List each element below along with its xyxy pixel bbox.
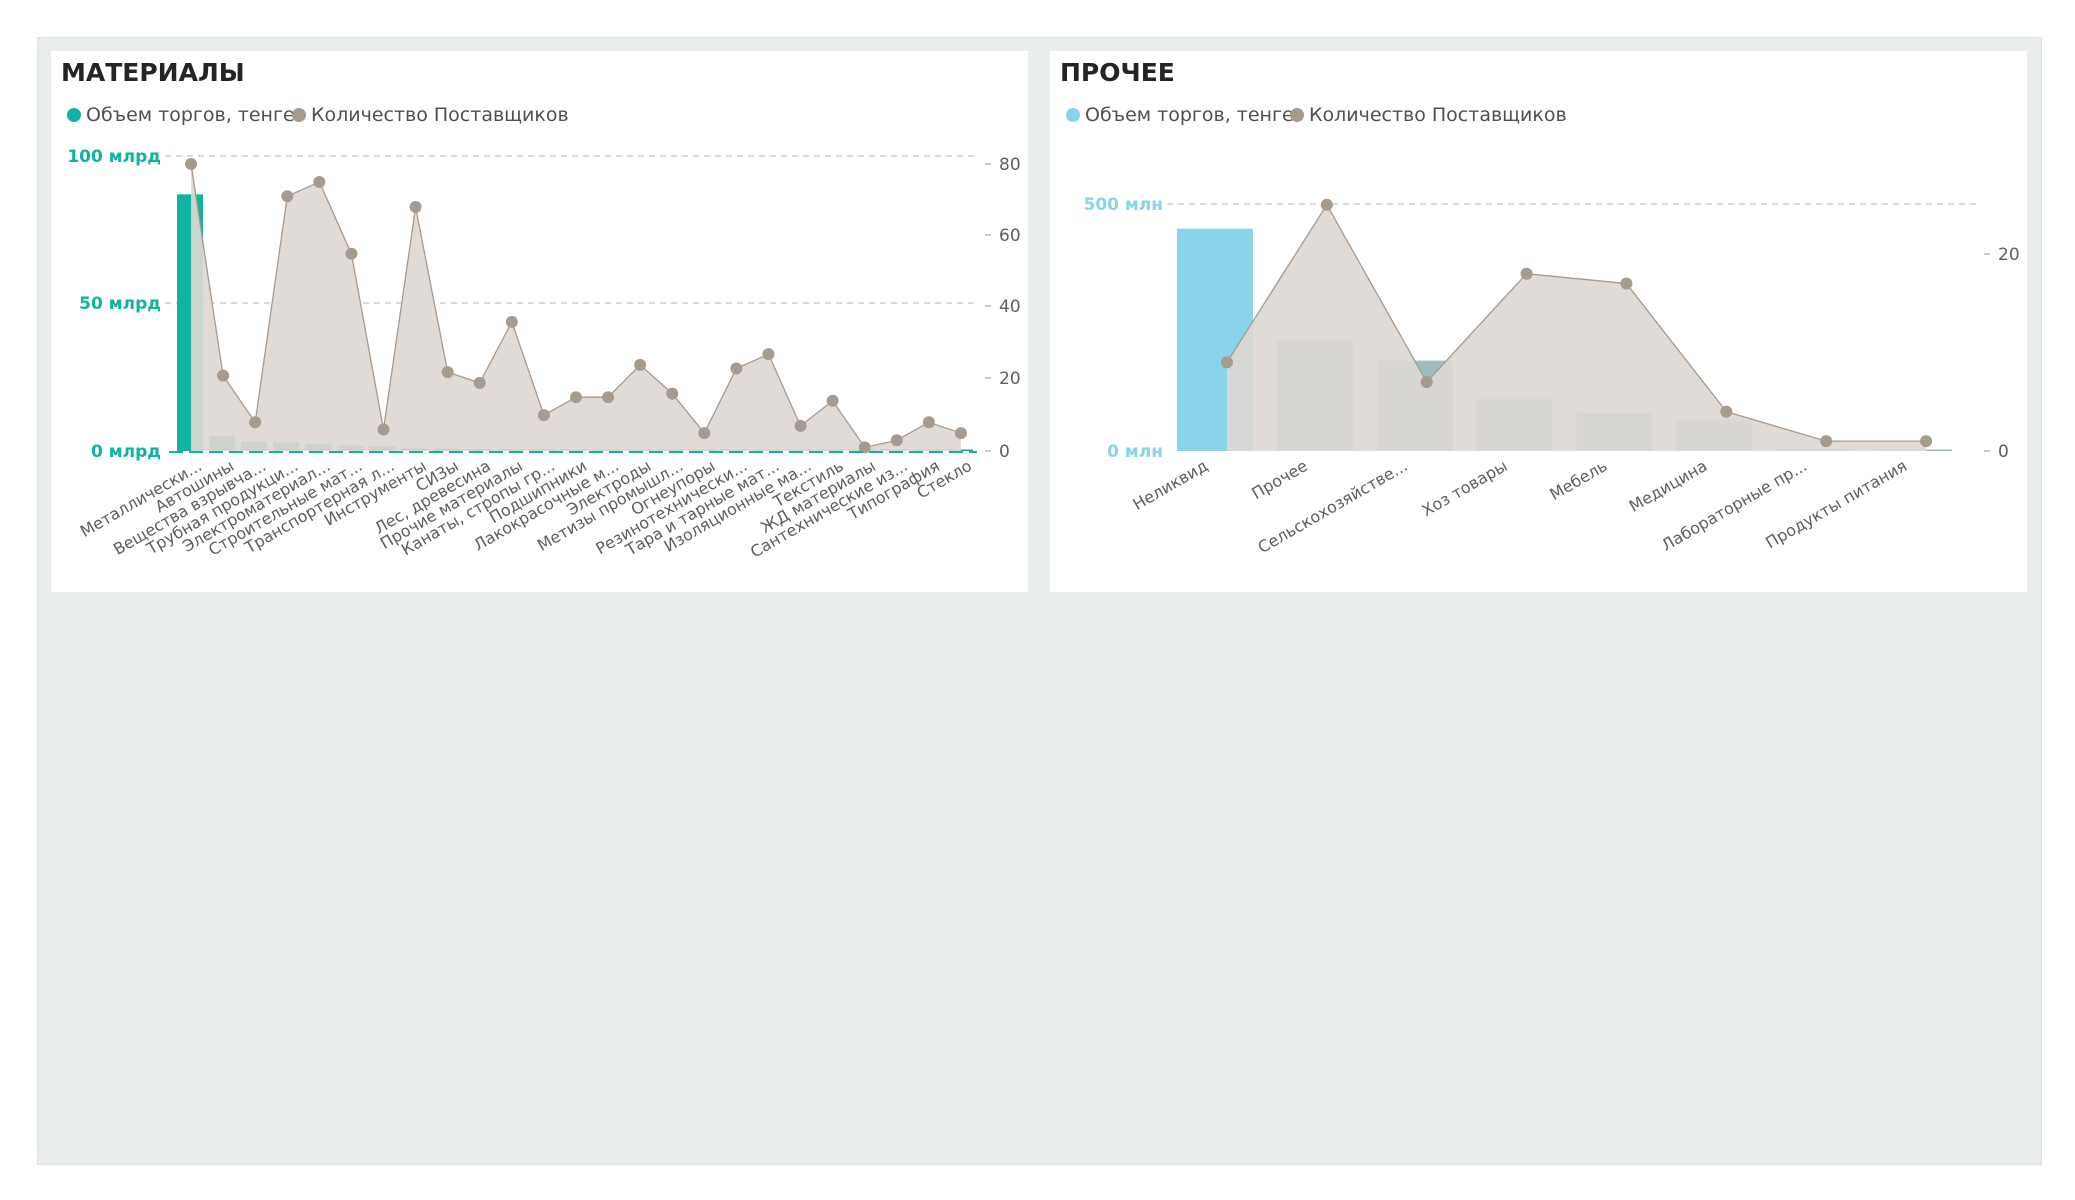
other-chart-title: ПРОЧЕЕ <box>1060 58 1175 87</box>
other-supplier-point-3[interactable] <box>1520 267 1533 280</box>
materials-chart-title: МАТЕРИАЛЫ <box>61 58 245 87</box>
materials-supplier-point-7[interactable] <box>409 201 422 214</box>
materials-supplier-point-9[interactable] <box>473 376 486 389</box>
other-legend-marker-0 <box>1066 108 1080 122</box>
other-supplier-area <box>1226 204 1927 451</box>
other-right-tick: 20 <box>1998 245 2020 265</box>
materials-supplier-point-19[interactable] <box>794 419 807 432</box>
materials-supplier-point-22[interactable] <box>890 434 903 447</box>
materials-right-tick: 60 <box>999 226 1021 246</box>
materials-supplier-point-6[interactable] <box>377 423 390 436</box>
other-category-label-3: Хоз товары <box>1418 456 1510 520</box>
other-supplier-point-0[interactable] <box>1220 356 1233 369</box>
materials-left-tick: 50 млрд <box>79 294 161 314</box>
materials-right-tick: 0 <box>999 442 1010 462</box>
other-right-tick: 0 <box>1998 442 2009 462</box>
other-category-label-4: Мебель <box>1546 456 1610 504</box>
other-category-label-0: Неликвид <box>1130 456 1211 514</box>
other-left-tick: 500 млн <box>1084 195 1164 215</box>
other-left-tick: 0 млн <box>1107 442 1163 462</box>
materials-right-tick: 20 <box>999 369 1021 389</box>
other-chart: ПРОЧЕЕ Объем торгов, тенге Количество Пост… <box>1060 58 2020 557</box>
materials-supplier-point-17[interactable] <box>730 362 743 375</box>
other-legend-label-1[interactable]: Количество Поставщиков <box>1309 104 1567 126</box>
materials-supplier-point-14[interactable] <box>634 358 647 371</box>
other-supplier-point-1[interactable] <box>1320 198 1333 211</box>
materials-supplier-point-20[interactable] <box>826 394 839 407</box>
materials-left-tick: 100 млрд <box>67 147 161 167</box>
other-supplier-point-2[interactable] <box>1420 376 1433 389</box>
other-category-label-1: Прочее <box>1248 456 1310 503</box>
other-supplier-point-6[interactable] <box>1820 435 1833 448</box>
materials-supplier-area <box>191 164 961 451</box>
materials-supplier-point-8[interactable] <box>441 366 454 379</box>
materials-supplier-point-13[interactable] <box>602 391 615 404</box>
materials-legend-label-0[interactable]: Объем торгов, тенге <box>86 104 295 126</box>
other-supplier-line <box>1226 203 1927 442</box>
materials-legend-marker-0 <box>67 108 81 122</box>
other-supplier-point-4[interactable] <box>1620 277 1633 290</box>
materials-chart: МАТЕРИАЛЫ Объем торгов, тенге Количество П… <box>61 58 1021 562</box>
materials-supplier-point-0[interactable] <box>185 158 198 170</box>
materials-supplier-point-15[interactable] <box>666 387 679 400</box>
other-supplier-point-5[interactable] <box>1720 405 1733 418</box>
other-category-label-5: Медицина <box>1626 456 1711 516</box>
materials-supplier-point-1[interactable] <box>217 369 230 382</box>
other-chart-panel[interactable]: ПРОЧЕЕ Объем торгов, тенге Количество Пост… <box>1050 51 2027 592</box>
materials-supplier-point-18[interactable] <box>762 348 775 361</box>
other-legend-label-0[interactable]: Объем торгов, тенге <box>1085 104 1294 126</box>
materials-supplier-point-2[interactable] <box>249 416 262 429</box>
materials-legend-label-1[interactable]: Количество Поставщиков <box>311 104 569 126</box>
other-supplier-point-7[interactable] <box>1920 435 1933 448</box>
materials-chart-panel[interactable]: МАТЕРИАЛЫ Объем торгов, тенге Количество П… <box>51 51 1028 592</box>
materials-supplier-point-23[interactable] <box>922 416 935 429</box>
materials-right-tick: 40 <box>999 297 1021 317</box>
materials-supplier-point-11[interactable] <box>537 409 550 422</box>
materials-supplier-point-10[interactable] <box>505 315 518 328</box>
materials-supplier-point-24[interactable] <box>954 427 967 440</box>
other-legend-marker-1 <box>1290 108 1304 122</box>
materials-supplier-point-21[interactable] <box>858 441 871 454</box>
materials-left-tick: 0 млрд <box>91 442 161 462</box>
materials-supplier-point-5[interactable] <box>345 247 358 260</box>
materials-supplier-point-16[interactable] <box>698 427 711 440</box>
materials-right-tick: 80 <box>999 155 1021 175</box>
materials-supplier-point-3[interactable] <box>281 190 294 203</box>
materials-supplier-point-12[interactable] <box>570 391 582 404</box>
materials-legend-marker-1 <box>292 108 306 122</box>
materials-supplier-point-4[interactable] <box>313 175 326 188</box>
